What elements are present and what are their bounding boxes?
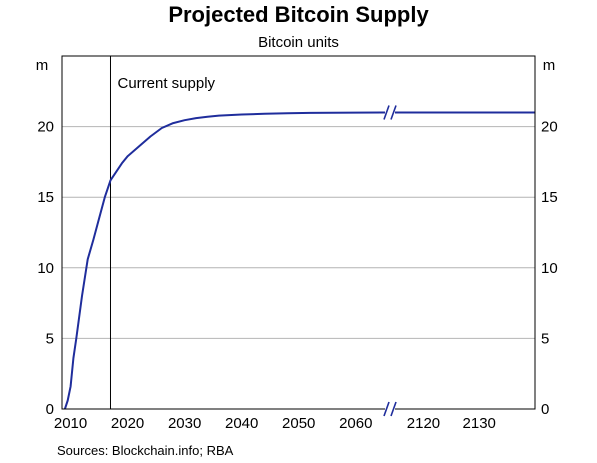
x-tick-label: 2010 <box>54 415 87 432</box>
axis-break-slash <box>390 401 397 417</box>
y-tick-label-right: 20 <box>541 119 558 136</box>
x-tick-labels: 2010 2020 2030 2040 2050 2060 2120 2130 <box>54 415 496 432</box>
x-tick-label: 2060 <box>339 415 372 432</box>
y-tick-label-left: 10 <box>37 260 54 277</box>
x-tick-label: 2040 <box>225 415 258 432</box>
y-tick-label-left: 0 <box>46 401 54 418</box>
axis-break-gap <box>385 104 395 121</box>
sources-note: Sources: Blockchain.info; RBA <box>57 443 234 458</box>
y-tick-label-right: 0 <box>541 401 549 418</box>
x-tick-label: 2120 <box>407 415 440 432</box>
series-lines <box>63 111 535 410</box>
gridlines <box>62 126 535 339</box>
current-supply-label: Current supply <box>117 75 215 92</box>
axis-break-slash <box>383 105 390 120</box>
plot-frame <box>61 55 536 410</box>
x-tick-label: 2050 <box>282 415 315 432</box>
series-line <box>63 111 535 410</box>
y-tick-label-left: 20 <box>37 119 54 136</box>
y-tick-label-left: 15 <box>37 189 54 206</box>
axis-break-slash <box>390 105 397 120</box>
y-tick-label-left: 5 <box>46 330 54 347</box>
y-unit-left: m <box>36 57 49 74</box>
axis-break-gap <box>385 401 395 417</box>
chart-subtitle: Bitcoin units <box>258 34 339 51</box>
y-tick-label-right: 10 <box>541 260 558 277</box>
y-unit-right: m <box>543 57 556 74</box>
axis-break-slash <box>383 401 390 417</box>
x-tick-label: 2130 <box>463 415 496 432</box>
x-tick-label: 2020 <box>111 415 144 432</box>
current-supply-annotation: Current supply <box>109 56 216 409</box>
y-tick-label-right: 5 <box>541 330 549 347</box>
x-tick-label: 2030 <box>168 415 201 432</box>
y-tick-labels-left: 0 5 10 15 20 <box>37 119 54 418</box>
y-tick-labels-right: 0 5 10 15 20 <box>541 119 558 418</box>
chart-title: Projected Bitcoin Supply <box>168 2 429 27</box>
axis-break-marks <box>383 104 397 417</box>
y-tick-label-right: 15 <box>541 189 558 206</box>
